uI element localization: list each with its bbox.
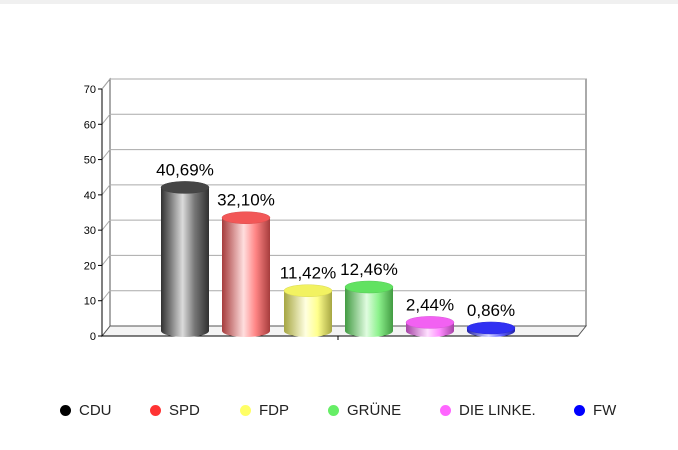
gridline-diag <box>101 184 111 196</box>
bar-body <box>284 290 332 337</box>
bar-top <box>160 181 210 194</box>
data-labels: 40,69%32,10% 11,42% 12,46% 2,44% 0,86% <box>156 160 515 320</box>
legend-item: FW <box>574 398 616 422</box>
bar-dielinke <box>405 316 455 337</box>
bar-top <box>283 284 333 297</box>
bar-body <box>222 217 270 337</box>
legend-label: DIE LINKE. <box>459 401 536 419</box>
bar-top <box>344 280 394 294</box>
data-label: 40,69% <box>156 160 214 179</box>
gridline-diag <box>101 78 111 90</box>
legend-item: CDU <box>60 398 112 422</box>
y-tick-label: 50 <box>84 155 96 167</box>
data-label: 12,46% <box>340 260 398 279</box>
legend: CDU SPD FDP GRÜNE DIE LINKE. FW <box>0 398 678 422</box>
bar-spd <box>221 211 271 337</box>
legend-label: CDU <box>79 401 112 419</box>
legend-label: FDP <box>259 401 289 419</box>
bar-top <box>405 316 455 329</box>
legend-label: GRÜNE <box>347 401 402 419</box>
legend-marker <box>60 404 71 416</box>
data-label: 11,42% <box>280 264 336 283</box>
bar-cdu <box>160 181 210 337</box>
bars <box>160 181 516 337</box>
gridline-diag <box>101 149 111 160</box>
legend-marker <box>574 404 585 416</box>
gridline-diag <box>101 290 111 302</box>
data-label: 32,10% <box>217 191 275 210</box>
top-bar <box>0 0 678 4</box>
data-label: 2,44% <box>406 295 454 314</box>
left-wall <box>101 77 111 338</box>
legend-item: DIE LINKE. <box>440 398 536 422</box>
legend-item: FDP <box>240 398 289 422</box>
legend-marker <box>440 404 451 416</box>
bar-body <box>345 287 393 337</box>
bar-grne <box>344 280 394 337</box>
legend-item: GRÜNE <box>328 398 401 422</box>
gridline-diag <box>101 113 111 125</box>
y-tick-label: 70 <box>84 84 96 96</box>
gridline-diag <box>101 219 111 231</box>
y-tick-label: 30 <box>84 225 96 237</box>
legend-label: SPD <box>169 401 200 419</box>
bar-fw <box>466 321 516 337</box>
legend-marker <box>150 404 161 416</box>
legend-item: SPD <box>150 398 200 422</box>
legend-marker <box>240 404 251 416</box>
y-tick-label: 40 <box>84 190 96 202</box>
y-tick-label: 60 <box>84 119 96 131</box>
y-tick-label: 0 <box>90 331 96 343</box>
y-tick-label: 10 <box>84 296 96 308</box>
bar-top <box>221 211 271 224</box>
legend-label: FW <box>593 401 617 419</box>
bar-fdp <box>283 284 333 337</box>
data-label: 0,86% <box>467 301 515 320</box>
legend-marker <box>328 404 339 416</box>
y-tick-label: 20 <box>84 260 96 272</box>
bar-top <box>466 321 516 335</box>
bar-body <box>161 187 209 337</box>
gridline-diag <box>101 255 111 266</box>
